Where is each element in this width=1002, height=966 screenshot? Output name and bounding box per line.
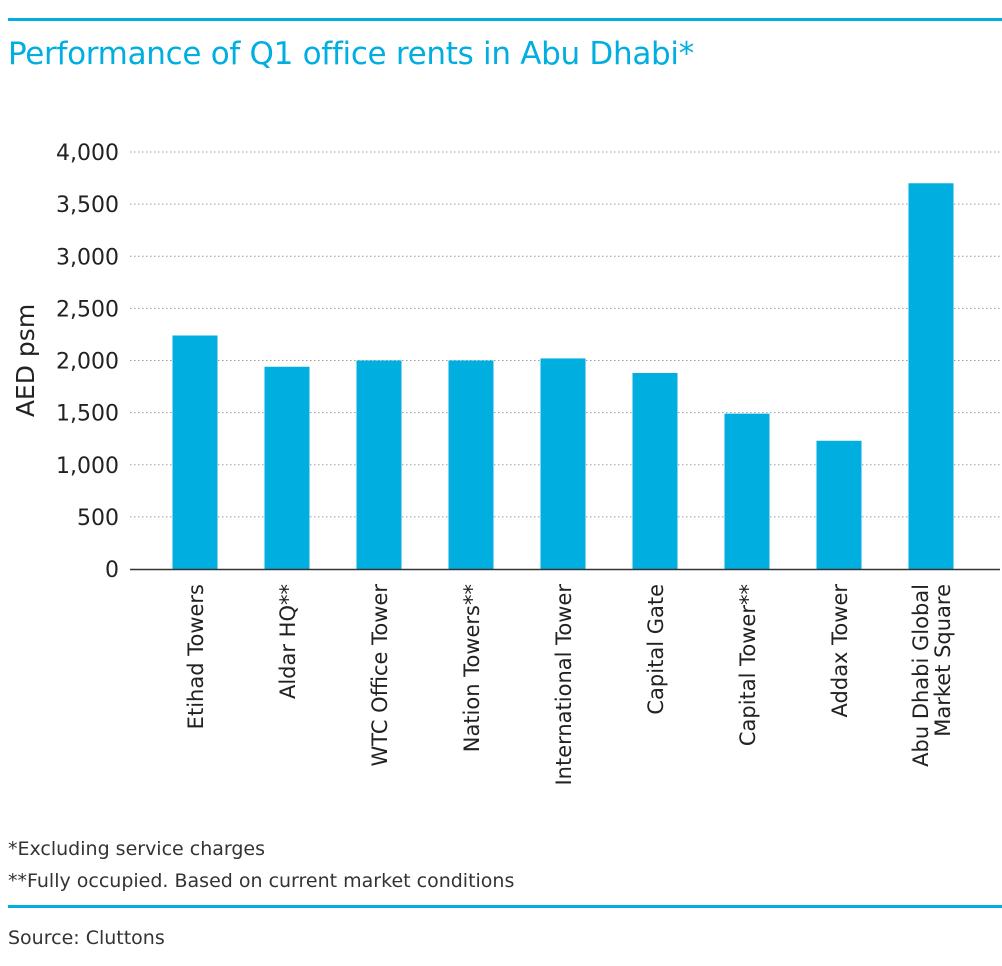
bar xyxy=(632,373,678,569)
top-rule xyxy=(8,18,1002,21)
x-tick-label: Etihad Towers xyxy=(184,584,208,729)
bar xyxy=(356,360,402,569)
source-credit: Source: Cluttons xyxy=(8,927,165,949)
x-tick-label: Aldar HQ** xyxy=(276,584,300,699)
bar xyxy=(724,413,770,569)
bar xyxy=(908,183,954,569)
y-tick-label: 500 xyxy=(77,506,119,531)
y-tick-label: 3,500 xyxy=(56,193,119,218)
y-tick-label: 2,000 xyxy=(56,350,119,375)
y-tick-label: 1,500 xyxy=(56,402,119,427)
y-tick-label: 0 xyxy=(105,558,119,583)
bar xyxy=(264,366,310,569)
y-tick-labels: 0 500 1,000 1,500 2,000 2,500 3,000 3,500 4,000 xyxy=(56,141,119,583)
y-tick-label: 3,000 xyxy=(56,245,119,270)
x-tick-label: WTC Office Tower xyxy=(368,584,392,767)
x-tick-label: Nation Towers** xyxy=(460,584,484,752)
bottom-rule xyxy=(8,905,1002,908)
bar-chart: 05001,0001,5002,0002,5003,0003,5004,000 … xyxy=(11,141,1000,786)
x-tick-label: Market Square xyxy=(931,584,955,737)
y-tick-label: 4,000 xyxy=(56,141,119,166)
x-tick-label: Abu Dhabi Global xyxy=(909,584,933,767)
x-tick-label: International Tower xyxy=(552,584,576,786)
footnote-excluding-service: *Excluding service charges xyxy=(8,838,266,860)
bar xyxy=(816,440,862,569)
x-tick-label: Capital Gate xyxy=(644,584,668,715)
x-tick-label: Addax Tower xyxy=(828,584,852,718)
bar xyxy=(448,360,494,569)
y-axis-label: AED psm xyxy=(11,304,40,417)
x-tick-label: Capital Tower** xyxy=(736,584,760,746)
y-tick-label: 2,500 xyxy=(56,297,119,322)
bar xyxy=(540,358,586,569)
x-tick-labels: Etihad Towers Aldar HQ** WTC Office Tower N… xyxy=(184,584,955,786)
footnote-fully-occupied: **Fully occupied. Based on current marke… xyxy=(8,870,515,892)
bar xyxy=(172,335,218,569)
bars xyxy=(172,183,954,569)
chart-title: Performance of Q1 office rents in Abu Dh… xyxy=(8,36,694,72)
y-tick-label: 1,000 xyxy=(56,454,119,479)
